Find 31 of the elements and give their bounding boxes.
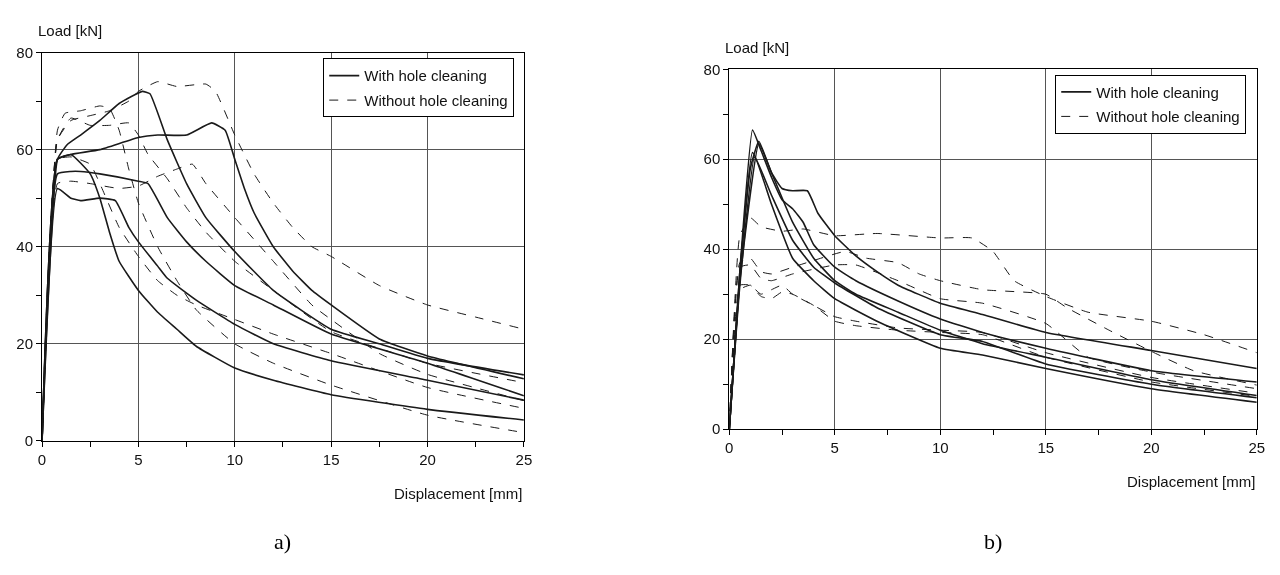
legend-label: Without hole cleaning — [1096, 108, 1240, 126]
text: b) — [984, 529, 1003, 554]
y-tick-label: 20 — [16, 335, 34, 353]
y-tick-label: 40 — [703, 240, 721, 258]
y-tick-label: 0 — [711, 420, 721, 438]
x-tick-label: 10 — [931, 439, 949, 457]
legend-label: With hole cleaning — [1096, 83, 1219, 101]
y-tick-label: 20 — [703, 330, 721, 348]
x-tick-label: 0 — [725, 439, 734, 457]
x-axis-title: Displacement [mm] — [394, 485, 523, 502]
x-tick-label: 15 — [1037, 439, 1055, 457]
x-tick-label: 10 — [226, 450, 244, 468]
x-axis-title: Displacement [mm] — [1127, 473, 1256, 490]
y-tick-label: 40 — [16, 237, 34, 255]
y-tick-label: 80 — [16, 43, 34, 61]
x-tick-label: 5 — [134, 450, 143, 468]
legend-label: With hole cleaning — [364, 67, 487, 85]
x-tick-label: 0 — [37, 450, 47, 468]
y-axis-title: Load [kN] — [725, 39, 790, 56]
text: a) — [274, 529, 292, 554]
x-tick-label: 5 — [830, 439, 839, 457]
x-tick-label: 20 — [419, 450, 436, 468]
y-tick-label: 60 — [16, 140, 34, 158]
y-tick-label: 80 — [703, 60, 721, 78]
x-tick-label: 25 — [515, 450, 533, 468]
x-tick-label: 20 — [1142, 439, 1160, 457]
x-tick-label: 15 — [322, 450, 340, 468]
legend-label: Without hole cleaning — [364, 91, 508, 109]
y-axis-title: Load [kN] — [38, 22, 103, 39]
y-tick-label: 60 — [703, 150, 721, 168]
x-tick-label: 25 — [1248, 439, 1266, 457]
